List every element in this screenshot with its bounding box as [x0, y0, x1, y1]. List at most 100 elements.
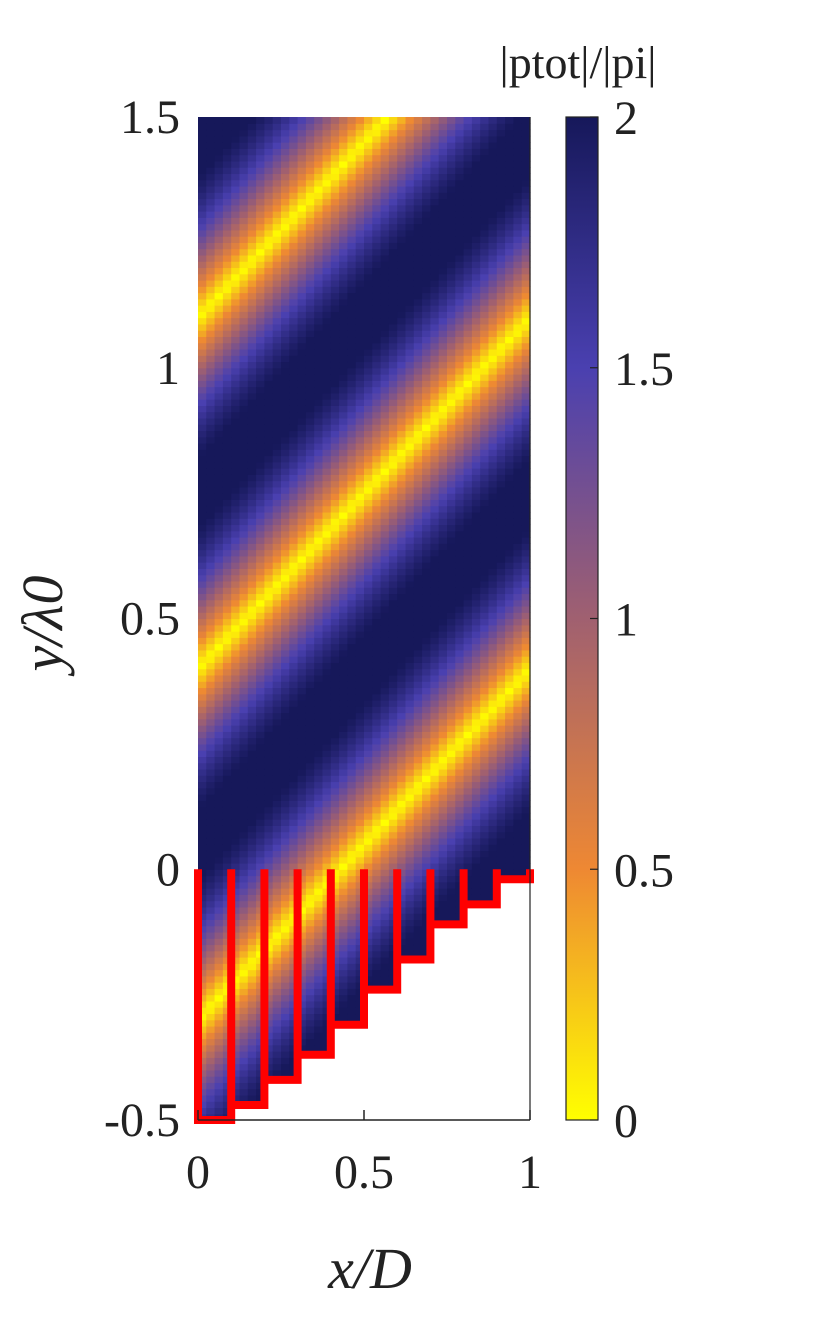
heatmap-cell [438, 480, 448, 488]
heatmap-cell [430, 837, 440, 845]
heatmap-cell [231, 988, 241, 996]
heatmap-cell [314, 919, 324, 927]
heatmap-cell [289, 198, 299, 206]
heatmap-cell [339, 417, 348, 425]
heatmap-cell [355, 637, 365, 645]
heatmap-cell [447, 731, 456, 739]
heatmap-cell [206, 1101, 216, 1109]
heatmap-cell [272, 424, 282, 432]
heatmap-cell [281, 674, 290, 682]
heatmap-cell [314, 819, 324, 826]
heatmap-cell [239, 543, 249, 551]
heatmap-cell [380, 348, 390, 356]
heatmap-cell [438, 593, 448, 601]
heatmap-cell [239, 286, 249, 294]
heatmap-cell [247, 1094, 257, 1102]
heatmap-cell [480, 493, 490, 500]
heatmap-cell [256, 248, 265, 256]
heatmap-cell [222, 530, 232, 538]
heatmap-cell [281, 712, 290, 720]
heatmap-cell [222, 800, 232, 808]
heatmap-cell [347, 317, 357, 325]
heatmap-cell [422, 361, 431, 369]
heatmap-cell [347, 656, 357, 663]
heatmap-cell [247, 712, 257, 720]
heatmap-cell [239, 436, 249, 444]
heatmap-cell [222, 574, 232, 582]
heatmap-cell [347, 530, 357, 538]
heatmap-cell [231, 129, 241, 137]
heatmap-cell [372, 399, 382, 406]
heatmap-cell [422, 317, 431, 325]
heatmap-cell [256, 160, 265, 168]
heatmap-cell [422, 273, 431, 281]
heatmap-cell [231, 323, 241, 331]
heatmap-cell [372, 348, 382, 356]
heatmap-cell [256, 825, 265, 833]
heatmap-cell [447, 355, 456, 363]
heatmap-cell [471, 812, 481, 820]
heatmap-cell [281, 173, 290, 181]
heatmap-cell [305, 117, 315, 124]
heatmap-cell [388, 223, 398, 231]
heatmap-cell [272, 925, 282, 933]
heatmap-cell [455, 223, 465, 231]
heatmap-cell [222, 179, 232, 187]
heatmap-cell [405, 311, 415, 319]
heatmap-cell [405, 587, 415, 595]
heatmap-cell [289, 348, 299, 356]
heatmap-cell [372, 800, 382, 808]
heatmap-cell [480, 699, 490, 707]
heatmap-cell [380, 693, 390, 701]
heatmap-cell [413, 856, 423, 864]
heatmap-cell [471, 380, 481, 388]
heatmap-cell [405, 380, 415, 388]
heatmap-cell [289, 380, 299, 388]
heatmap-cell [413, 894, 423, 902]
heatmap-cell [447, 273, 456, 281]
heatmap-cell [198, 950, 207, 958]
heatmap-cell [438, 574, 448, 582]
heatmap-cell [413, 160, 423, 168]
heatmap-cell [330, 605, 340, 613]
heatmap-cell [339, 919, 348, 927]
heatmap-cell [422, 743, 431, 751]
heatmap-cell [380, 355, 390, 363]
heatmap-cell [264, 1044, 274, 1052]
heatmap-cell [239, 142, 249, 149]
heatmap-cell [447, 148, 456, 156]
heatmap-cell [438, 185, 448, 193]
heatmap-cell [455, 499, 465, 507]
heatmap-cell [222, 305, 232, 312]
heatmap-cell [330, 862, 340, 870]
heatmap-cell [239, 198, 249, 206]
heatmap-cell [438, 637, 448, 645]
heatmap-cell [422, 681, 431, 689]
heatmap-cell [272, 963, 282, 971]
heatmap-cell [330, 649, 340, 657]
heatmap-cell [272, 386, 282, 394]
heatmap-cell [422, 825, 431, 833]
heatmap-cell [480, 712, 490, 720]
heatmap-cell [305, 862, 315, 870]
heatmap-cell [281, 593, 290, 601]
heatmap-cell [239, 562, 249, 569]
heatmap-cell [413, 649, 423, 657]
heatmap-cell [206, 298, 216, 306]
heatmap-cell [471, 267, 481, 275]
heatmap-cell [438, 286, 448, 294]
heatmap-cell [339, 649, 348, 657]
heatmap-cell [247, 204, 257, 212]
heatmap-cell [322, 831, 332, 839]
heatmap-cell [463, 674, 473, 682]
heatmap-cell [447, 417, 456, 425]
heatmap-cell [314, 950, 324, 958]
heatmap-cell [289, 831, 299, 839]
heatmap-cell [364, 587, 373, 595]
heatmap-cell [438, 204, 448, 212]
heatmap-cell [330, 386, 340, 394]
heatmap-cell [264, 712, 274, 720]
heatmap-cell [247, 706, 257, 714]
heatmap-cell [305, 279, 315, 287]
heatmap-cell [422, 455, 431, 463]
